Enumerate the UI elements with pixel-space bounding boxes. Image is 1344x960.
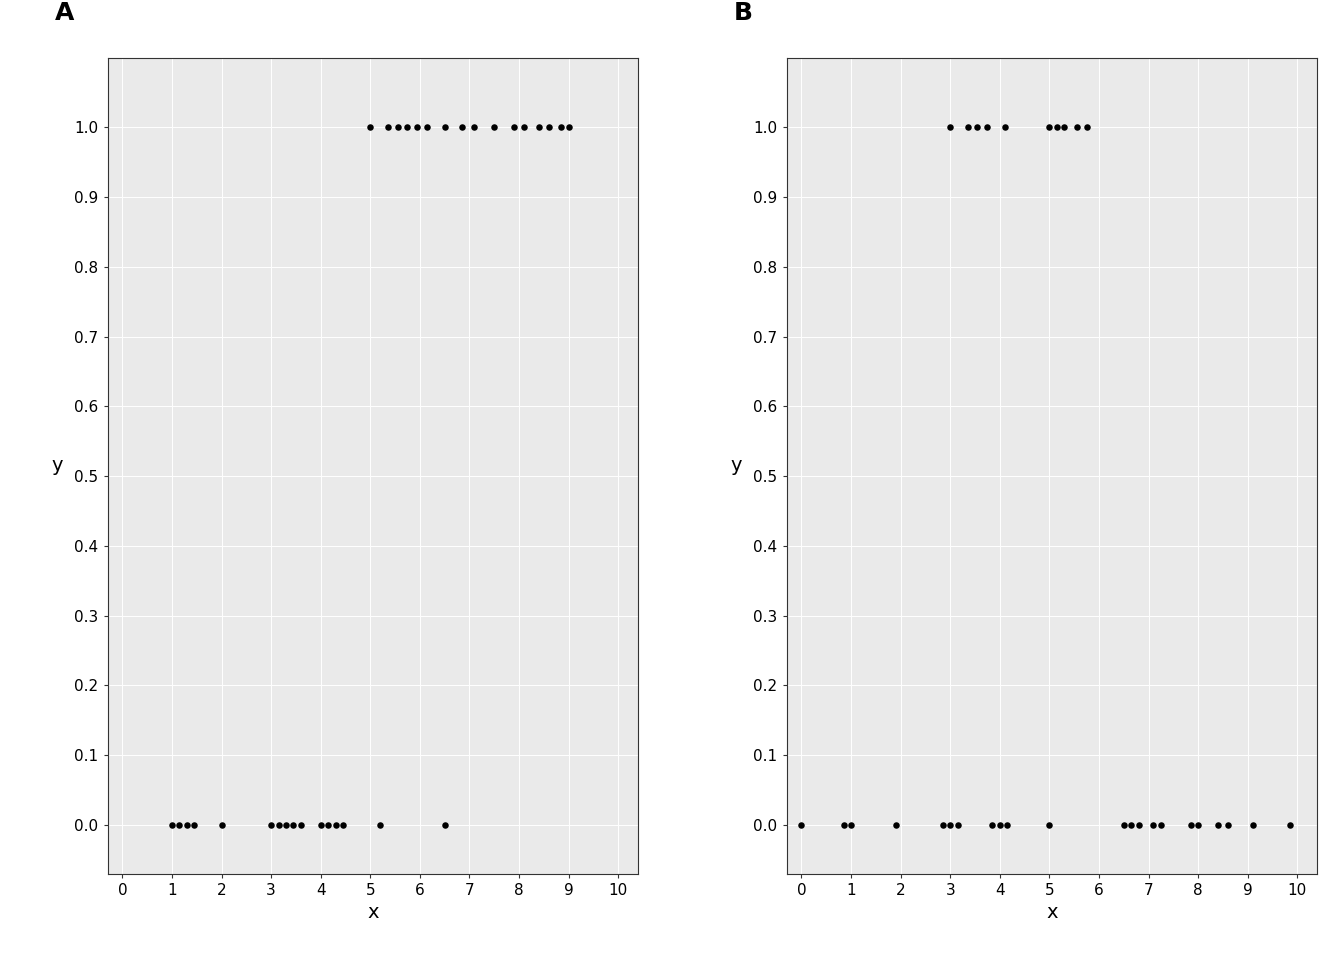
Point: [184, 817, 206, 832]
Point: [1121, 817, 1142, 832]
Point: [966, 120, 988, 135]
Point: [1180, 817, 1202, 832]
Point: [1113, 817, 1134, 832]
Point: [370, 817, 391, 832]
Point: [317, 817, 339, 832]
Point: [989, 817, 1011, 832]
Point: [551, 120, 573, 135]
Point: [325, 817, 347, 832]
Point: [948, 817, 969, 832]
Point: [261, 817, 282, 832]
Point: [1046, 120, 1067, 135]
Point: [1150, 817, 1172, 832]
Point: [1054, 120, 1075, 135]
Point: [939, 817, 961, 832]
Point: [558, 120, 579, 135]
Point: [484, 120, 505, 135]
Point: [211, 817, 233, 832]
Point: [434, 120, 456, 135]
Point: [1242, 817, 1263, 832]
Point: [1218, 817, 1239, 832]
Point: [504, 120, 526, 135]
Point: [1075, 120, 1097, 135]
Point: [417, 120, 438, 135]
Text: B: B: [734, 1, 753, 25]
Point: [396, 120, 418, 135]
Text: A: A: [55, 1, 74, 25]
Point: [790, 817, 812, 832]
Point: [310, 817, 332, 832]
Point: [387, 120, 409, 135]
Point: [981, 817, 1003, 832]
Point: [833, 817, 855, 832]
Point: [176, 817, 198, 832]
Point: [1039, 120, 1060, 135]
Point: [995, 120, 1016, 135]
Point: [360, 120, 382, 135]
Point: [464, 120, 485, 135]
Point: [1039, 817, 1060, 832]
Point: [282, 817, 304, 832]
Y-axis label: y: y: [731, 456, 742, 475]
Point: [161, 817, 183, 832]
Point: [884, 817, 906, 832]
Point: [452, 120, 473, 135]
X-axis label: x: x: [1046, 903, 1058, 923]
Point: [1207, 817, 1228, 832]
Point: [939, 120, 961, 135]
Point: [1128, 817, 1149, 832]
Point: [290, 817, 312, 832]
Point: [513, 120, 535, 135]
Point: [407, 120, 429, 135]
Point: [276, 817, 297, 832]
Point: [434, 817, 456, 832]
Point: [1279, 817, 1301, 832]
Point: [332, 817, 353, 832]
Point: [528, 120, 550, 135]
Point: [1066, 120, 1087, 135]
Point: [977, 120, 999, 135]
Point: [840, 817, 862, 832]
Point: [931, 817, 953, 832]
X-axis label: x: x: [367, 903, 379, 923]
Point: [267, 817, 289, 832]
Point: [957, 120, 978, 135]
Y-axis label: y: y: [52, 456, 63, 475]
Point: [1142, 817, 1164, 832]
Point: [1187, 817, 1208, 832]
Point: [168, 817, 190, 832]
Point: [376, 120, 398, 135]
Point: [538, 120, 559, 135]
Point: [996, 817, 1017, 832]
